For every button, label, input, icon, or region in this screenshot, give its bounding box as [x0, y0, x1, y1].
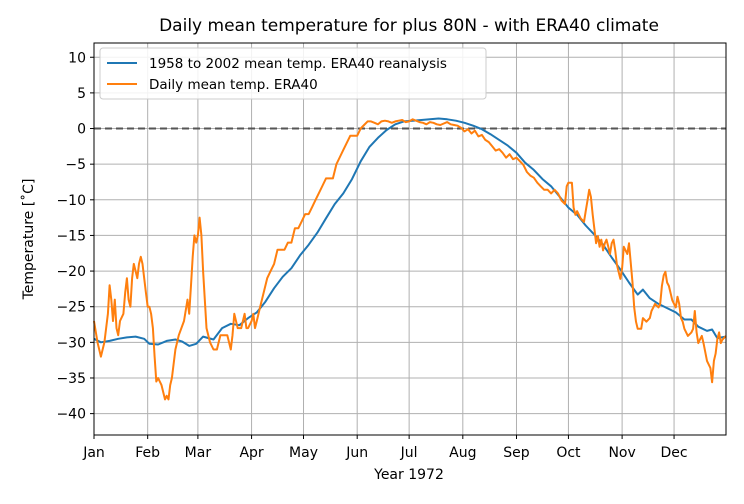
- x-axis: Jan Feb Mar Apr May Jun Jul Aug Sep Oct Nov Dec: [82, 435, 688, 461]
- x-tick-label: Jun: [345, 445, 368, 461]
- y-tick-label: −30: [56, 335, 86, 351]
- y-tick-label: −25: [56, 300, 86, 316]
- x-tick-label: Mar: [185, 445, 212, 461]
- chart-title: Daily mean temperature for plus 80N - wi…: [159, 16, 659, 36]
- x-axis-label: Year 1972: [373, 467, 444, 483]
- plot-area-frame: [93, 42, 727, 436]
- legend: 1958 to 2002 mean temp. ERA40 reanalysis…: [99, 47, 487, 100]
- x-tick-label: Jul: [400, 445, 418, 461]
- y-tick-label: 5: [77, 86, 86, 102]
- y-tick-label: −35: [56, 371, 86, 387]
- legend-label: Daily mean temp. ERA40: [149, 77, 318, 93]
- x-tick-label: Oct: [556, 445, 581, 461]
- y-tick-label: −15: [56, 228, 86, 244]
- y-axis-label: Temperature [˚C]: [20, 179, 37, 301]
- y-tick-label: −20: [56, 264, 86, 280]
- x-tick-label: Dec: [661, 445, 688, 461]
- x-tick-label: May: [289, 445, 318, 461]
- x-tick-label: Nov: [608, 445, 635, 461]
- x-tick-label: Sep: [503, 445, 530, 461]
- y-tick-label: 10: [68, 50, 86, 66]
- legend-label: 1958 to 2002 mean temp. ERA40 reanalysis: [149, 56, 447, 72]
- legend-box: [99, 47, 487, 100]
- y-tick-label: −10: [56, 193, 86, 209]
- y-axis: 10 5 0 −5 −10 −15 −20 −25 −30 −35 −40: [56, 50, 94, 423]
- x-tick-label: Jan: [82, 445, 105, 461]
- series-layer: [93, 117, 727, 401]
- y-tick-label: 0: [77, 122, 86, 138]
- y-tick-label: −40: [56, 407, 86, 423]
- x-tick-label: Feb: [135, 445, 160, 461]
- y-tick-label: −5: [65, 157, 86, 173]
- x-tick-label: Aug: [449, 445, 476, 461]
- daily-temperature-line: [93, 118, 727, 401]
- x-tick-label: Apr: [239, 445, 263, 461]
